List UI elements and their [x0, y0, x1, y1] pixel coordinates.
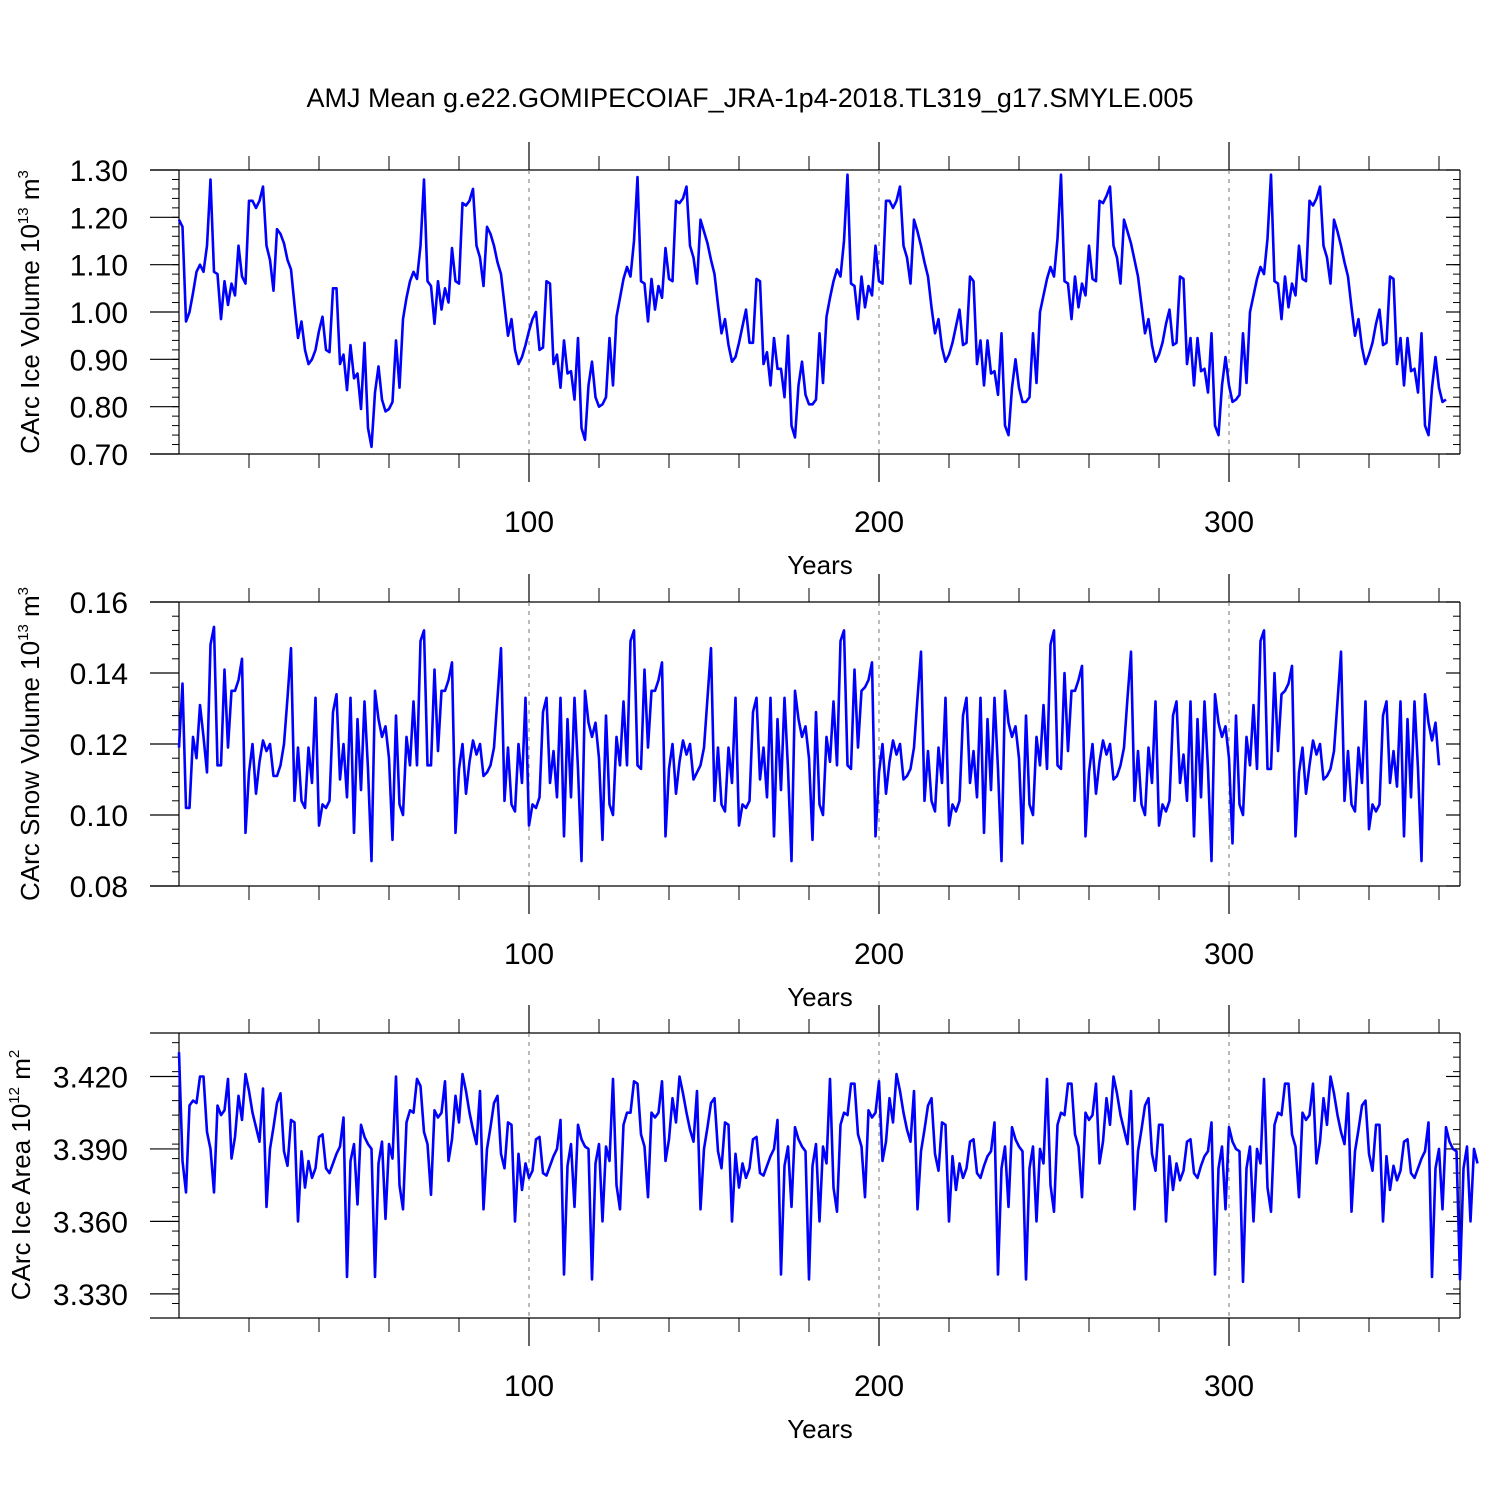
y-tick-label: 0.70: [70, 439, 128, 472]
y-axis-label: CArc Ice Area 1012 m2: [6, 1050, 36, 1300]
main-title: AMJ Mean g.e22.GOMIPECOIAF_JRA-1p4-2018.…: [307, 83, 1194, 113]
y-axis-label-unit-exponent: 2: [6, 1050, 23, 1058]
x-tick-label: 100: [504, 506, 554, 539]
x-tick-label: 200: [854, 938, 904, 971]
x-tick-label: 100: [504, 938, 554, 971]
panel-snow-volume: 100 200 300 0.08 0.10 0.12 0.14 0.16 Years CArc S…: [15, 574, 1461, 1012]
y-tick-label: 0.10: [70, 800, 128, 833]
series-line: [177, 173, 1447, 449]
y-axis-label-base: CArc Snow Volume 10: [15, 641, 45, 901]
y-tick-label: 3.420: [53, 1061, 128, 1094]
panel-ice-area: 100 200 300 3.330 3.360 3.390 3.420 Years CArc I…: [6, 1005, 1479, 1444]
y-axis-label-unit-exponent: 3: [15, 170, 32, 178]
y-axis-label-base: CArc Ice Volume 10: [15, 224, 45, 454]
y-tick-label: 0.08: [70, 871, 128, 904]
y-tick-label: 0.14: [70, 658, 128, 691]
y-axis-label: CArc Ice Volume 1013 m3: [15, 170, 45, 454]
series-line: [177, 625, 1441, 863]
y-tick-label: 0.90: [70, 344, 128, 377]
y-axis-label-unit: m: [15, 178, 45, 207]
y-tick-label: 0.12: [70, 729, 128, 762]
y-axis-label-exponent: 12: [6, 1087, 23, 1104]
y-tick-label: 3.360: [53, 1206, 128, 1239]
y-axis-label-base: CArc Ice Area 10: [6, 1104, 36, 1301]
x-axis-label: Years: [787, 1414, 853, 1444]
y-axis-label-unit: m: [15, 595, 45, 624]
x-tick-label: 200: [854, 506, 904, 539]
series-line: [177, 1052, 1479, 1284]
y-axis-label-exponent: 13: [15, 207, 32, 224]
y-axis-label-unit-exponent: 3: [15, 587, 32, 595]
x-tick-label: 300: [1204, 938, 1254, 971]
y-axis-label-exponent: 13: [15, 624, 32, 641]
x-axis-label: Years: [787, 982, 853, 1012]
panel-ice-volume: 100 200 300 0.70 0.80 0.90 1.00 1.10 1.20 1.30 Yea…: [15, 142, 1461, 580]
y-tick-label: 3.330: [53, 1279, 128, 1312]
y-tick-label: 3.390: [53, 1134, 128, 1167]
y-tick-label: 0.16: [70, 587, 128, 620]
y-tick-label: 1.10: [70, 250, 128, 283]
x-tick-label: 300: [1204, 506, 1254, 539]
y-axis-label: CArc Snow Volume 1013 m3: [15, 587, 45, 901]
y-tick-label: 1.30: [70, 155, 128, 188]
x-tick-label: 100: [504, 1370, 554, 1403]
x-axis-label: Years: [787, 550, 853, 580]
y-tick-label: 0.80: [70, 392, 128, 425]
y-tick-label: 1.00: [70, 297, 128, 330]
y-axis-label-unit: m: [6, 1058, 36, 1087]
x-tick-label: 200: [854, 1370, 904, 1403]
x-tick-label: 300: [1204, 1370, 1254, 1403]
y-tick-label: 1.20: [70, 202, 128, 235]
